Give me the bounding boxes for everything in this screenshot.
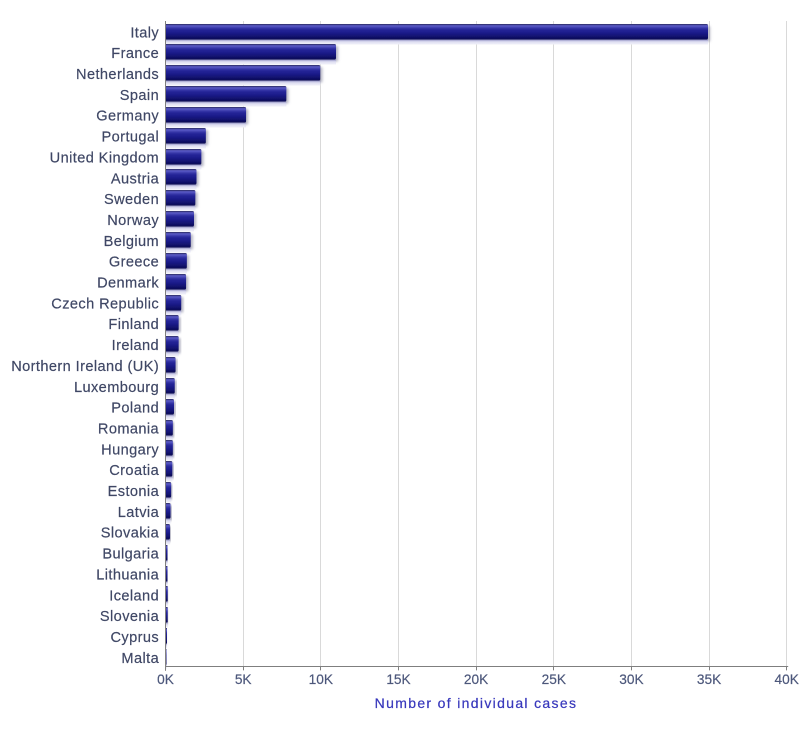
svg-text:France: France — [111, 46, 159, 62]
svg-text:Netherlands: Netherlands — [76, 67, 159, 83]
svg-text:Ireland: Ireland — [112, 338, 159, 354]
svg-text:20K: 20K — [464, 672, 488, 687]
svg-text:Austria: Austria — [111, 171, 160, 187]
svg-text:United Kingdom: United Kingdom — [50, 150, 159, 166]
svg-text:Poland: Poland — [111, 401, 159, 417]
svg-text:Malta: Malta — [121, 651, 159, 667]
svg-text:Number of individual cases: Number of individual cases — [375, 695, 578, 711]
svg-text:Latvia: Latvia — [118, 505, 160, 521]
svg-text:40K: 40K — [775, 672, 799, 687]
svg-text:Czech Republic: Czech Republic — [51, 296, 159, 312]
svg-text:Bulgaria: Bulgaria — [102, 547, 159, 563]
svg-text:Cyprus: Cyprus — [110, 630, 159, 646]
svg-text:Greece: Greece — [109, 255, 159, 271]
svg-text:Romania: Romania — [98, 421, 160, 437]
svg-text:Lithuania: Lithuania — [96, 567, 159, 583]
svg-text:Croatia: Croatia — [109, 463, 159, 479]
svg-text:10K: 10K — [309, 672, 333, 687]
svg-text:Iceland: Iceland — [109, 588, 159, 604]
svg-text:Slovenia: Slovenia — [100, 609, 160, 625]
svg-text:Sweden: Sweden — [104, 192, 159, 208]
svg-text:Portugal: Portugal — [102, 130, 160, 146]
svg-text:5K: 5K — [235, 672, 252, 687]
svg-text:Hungary: Hungary — [101, 442, 159, 458]
svg-text:Italy: Italy — [130, 25, 159, 41]
svg-text:15K: 15K — [386, 672, 410, 687]
svg-text:35K: 35K — [697, 672, 721, 687]
svg-text:0K: 0K — [157, 672, 174, 687]
svg-text:30K: 30K — [619, 672, 643, 687]
svg-text:Slovakia: Slovakia — [101, 526, 160, 542]
svg-text:Luxembourg: Luxembourg — [74, 380, 159, 396]
svg-text:Finland: Finland — [108, 317, 159, 333]
svg-text:Norway: Norway — [107, 213, 159, 229]
svg-text:Northern Ireland (UK): Northern Ireland (UK) — [11, 359, 159, 375]
svg-text:Estonia: Estonia — [108, 484, 160, 500]
svg-text:25K: 25K — [542, 672, 566, 687]
svg-text:Spain: Spain — [120, 88, 159, 104]
svg-text:Denmark: Denmark — [97, 276, 159, 292]
svg-text:Germany: Germany — [96, 109, 159, 125]
svg-text:Belgium: Belgium — [104, 234, 160, 250]
